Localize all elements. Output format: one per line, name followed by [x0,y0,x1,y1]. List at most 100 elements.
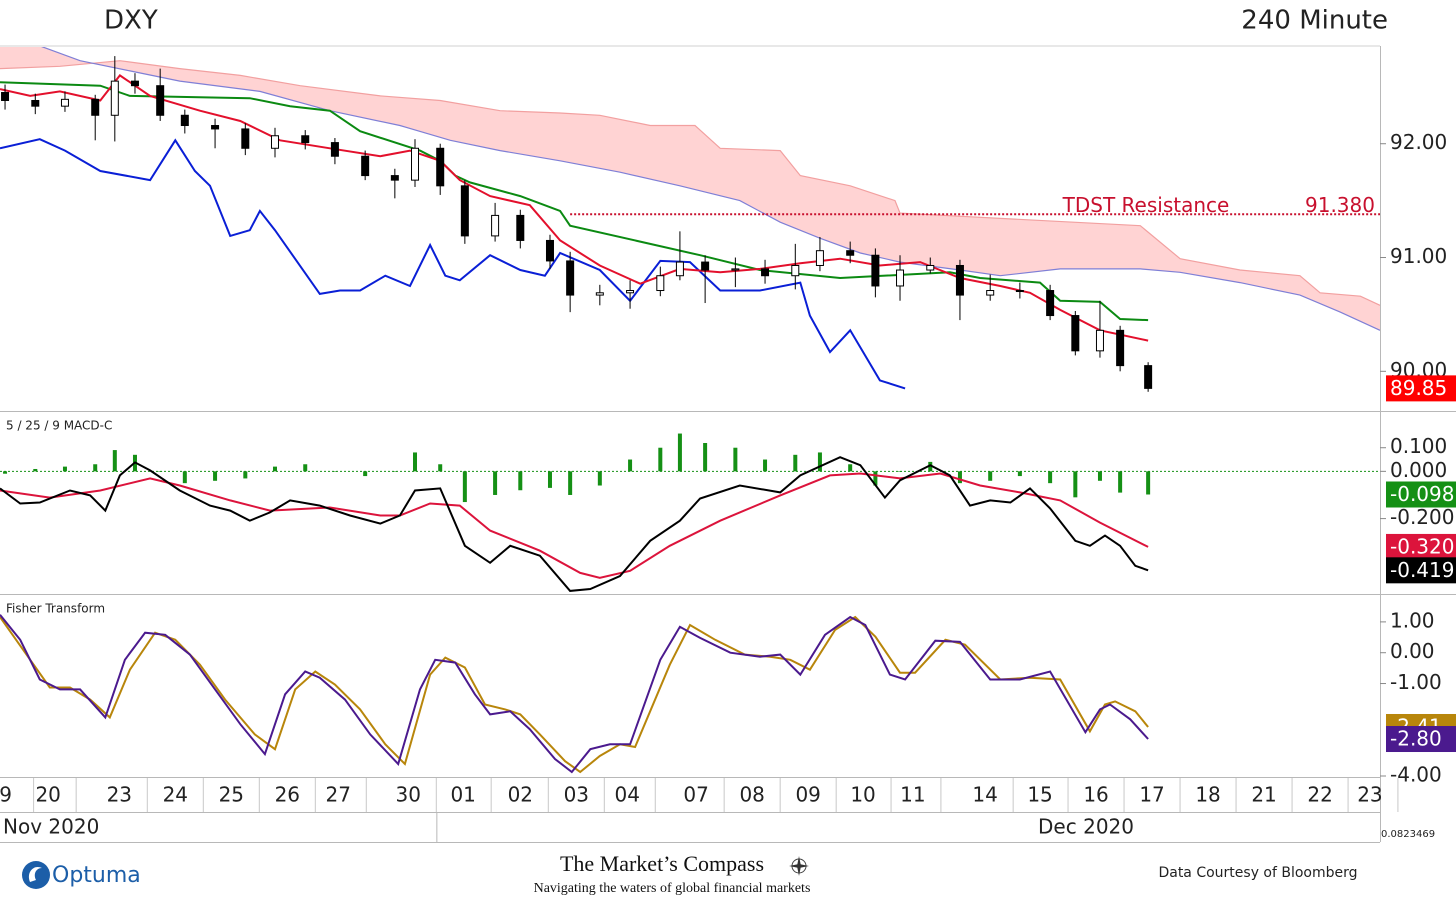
candle-body [411,147,420,181]
publisher: The Market’s Compass [560,851,764,876]
histogram-bar [272,466,277,472]
compass-needle [789,856,809,876]
indicator-line [0,456,1149,592]
value-box [1386,557,1456,584]
candle-body [1116,329,1125,367]
candle-body [1,92,10,101]
credit: Data Courtesy of Bloomberg [1158,865,1357,881]
x-tick-label: 15 [1027,783,1052,807]
histogram-bar [303,464,308,472]
candle-body [301,135,310,144]
histogram-bar [547,471,552,488]
histogram-bar [988,471,993,481]
x-tick-label: 02 [508,783,533,807]
candle-body [516,214,525,241]
y-tick-label: 91.00 [1390,244,1447,268]
candle-body [701,261,710,271]
histogram-bar [928,461,933,472]
scale-note: 0.0823469 [1381,829,1435,840]
value-box [1386,726,1456,753]
month-label: Dec 2020 [1038,815,1134,839]
candle-body [815,250,824,266]
candle-body [491,214,500,237]
histogram-bar [3,471,8,474]
histogram-bar [873,471,878,486]
histogram-bar [763,459,768,472]
histogram-bar [392,471,397,472]
histogram-bar [158,471,163,472]
value-box-label: -2.80 [1390,727,1442,751]
candle-body [1046,290,1055,317]
cloud-edge [41,47,1380,331]
histogram-bar [817,452,822,472]
x-tick-label: 9 [0,783,12,807]
y-tick-label: -1.00 [1390,670,1442,694]
histogram-bar [413,452,418,472]
compass-icon [789,856,809,876]
optuma-logo: Optuma [22,861,141,889]
x-tick-label: 09 [795,783,820,807]
y-tick-label: -0.200 [1390,505,1454,529]
candle-body [545,239,554,262]
indicator-line [0,81,1149,322]
candle-body [626,290,635,294]
x-tick-label: 03 [564,783,589,807]
candle-body [1071,315,1080,352]
histogram-bar [438,464,443,472]
histogram-bar [957,471,962,484]
cloud-edge [0,60,1380,306]
candle-body [896,269,905,287]
tdst-text: TDST Resistance [1062,193,1230,217]
panel [0,47,1380,392]
candle-body [156,85,165,116]
histogram-bar [112,450,117,472]
candle-body [955,264,964,296]
histogram-bar [848,464,853,472]
x-tick-label: 10 [850,783,875,807]
x-tick-label: 08 [739,783,764,807]
x-tick-label: 26 [275,783,300,807]
candle-body [241,128,250,149]
histogram-bar [62,466,67,472]
y-tick-label: 1.00 [1390,608,1435,632]
histogram-bar [733,447,738,472]
candle-body [130,80,139,87]
histogram-bar [1118,471,1123,493]
histogram-bar [1017,471,1022,477]
y-tick-label: 0.000 [1390,458,1447,482]
histogram-bar [703,443,708,472]
candle-body [460,185,469,237]
candle-body [566,260,575,296]
x-tick-label: 25 [219,783,244,807]
candle-body [330,142,339,157]
cloud-fill [0,47,1380,331]
value-box [1386,533,1456,560]
candle-body [871,254,880,287]
candle-body [270,135,279,149]
value-box-label: -0.419 [1390,558,1454,582]
panel-title: 5 / 25 / 9 MACD-C [6,419,112,433]
value-box [1386,375,1456,402]
histogram-bar [568,471,573,495]
candle-body [1015,290,1024,293]
histogram-bar [793,454,798,472]
indicator-line [0,614,1149,774]
tagline: Navigating the waters of global financia… [534,881,811,896]
histogram-bar [628,459,633,472]
candle-body [761,268,770,277]
histogram-bar [363,471,368,477]
panel [0,433,1380,592]
value-box [1386,481,1456,508]
candle-body [656,275,665,292]
histogram-bar [33,468,38,472]
histogram-bar [462,471,467,503]
candle-body [361,155,370,177]
candle-body [180,114,189,127]
candle-body [1144,365,1153,389]
histogram-bar [658,447,663,472]
x-tick-label: 24 [163,783,188,807]
candle-body [110,80,119,116]
